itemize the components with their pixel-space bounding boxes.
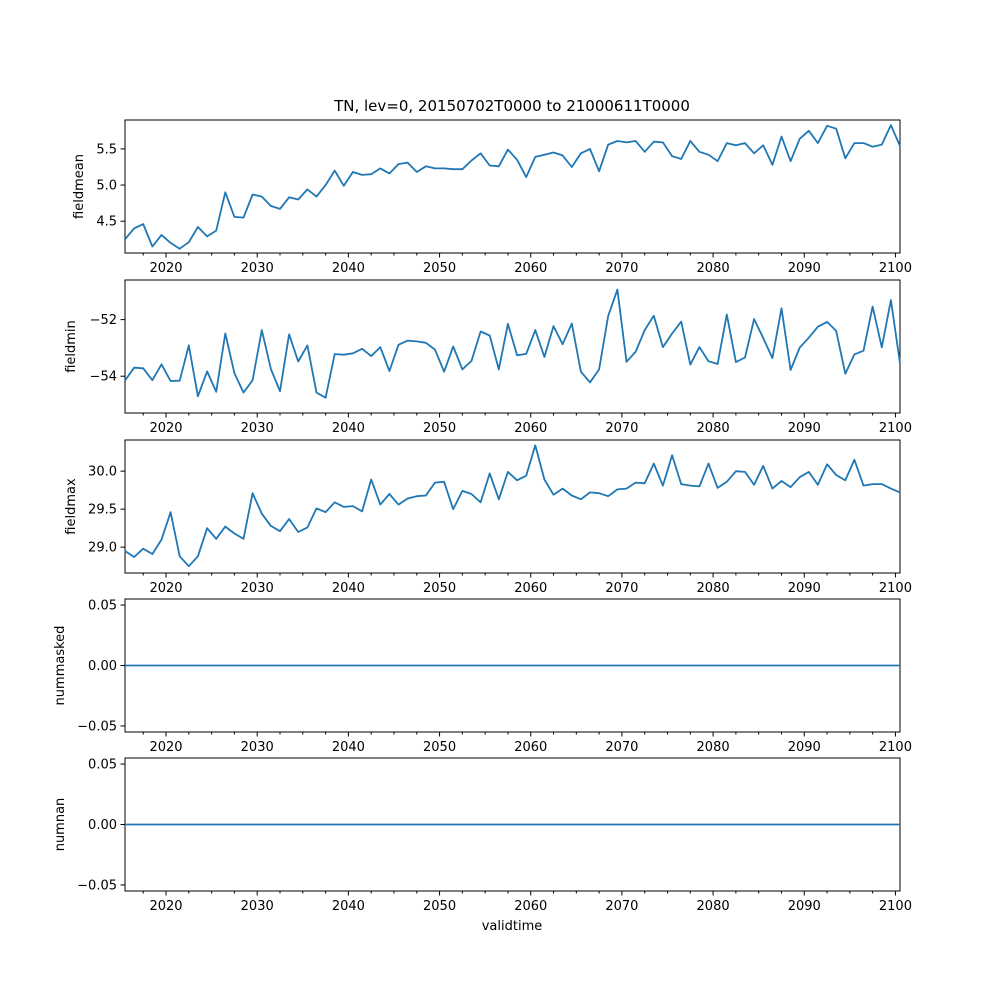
x-tick-label: 2080 bbox=[697, 421, 730, 436]
x-tick-label: 2020 bbox=[149, 421, 182, 436]
x-tick-label: 2100 bbox=[879, 899, 912, 914]
y-tick-label: 5.0 bbox=[96, 179, 117, 194]
y-axis-title: fieldmax bbox=[64, 478, 79, 535]
chart-title: TN, lev=0, 20150702T0000 to 21000611T000… bbox=[333, 97, 690, 115]
fieldmin-series-line bbox=[124, 288, 901, 399]
x-tick-label: 2080 bbox=[697, 740, 730, 755]
x-tick-label: 2050 bbox=[423, 740, 456, 755]
x-tick-label: 2100 bbox=[879, 421, 912, 436]
x-axis-title: validtime bbox=[482, 919, 543, 934]
y-tick-label: 4.5 bbox=[96, 215, 117, 230]
x-tick-label: 2080 bbox=[697, 581, 730, 596]
panel-numnan: 2020 2030 2040 2050 2060 2070 2080 2090 2100 −0.0… bbox=[53, 757, 912, 914]
x-tick-label: 2060 bbox=[514, 740, 547, 755]
fieldmax-series-line bbox=[124, 444, 901, 568]
x-tick-label: 2080 bbox=[697, 261, 730, 276]
x-tick-label: 2030 bbox=[241, 421, 274, 436]
y-tick-label: 0.00 bbox=[88, 659, 117, 674]
x-tick-label: 2090 bbox=[788, 421, 821, 436]
x-tick-label: 2030 bbox=[241, 581, 274, 596]
x-tick-label: 2060 bbox=[514, 421, 547, 436]
x-tick-label: 2060 bbox=[514, 581, 547, 596]
y-axis-title: numnan bbox=[53, 798, 68, 852]
panel-fieldmax: 2020 2030 2040 2050 2060 2070 2080 2090 2100 29.0… bbox=[64, 439, 912, 596]
x-tick-label: 2020 bbox=[149, 899, 182, 914]
x-tick-label: 2090 bbox=[788, 581, 821, 596]
axes-frame bbox=[124, 439, 901, 574]
x-tick-label: 2070 bbox=[605, 899, 638, 914]
y-tick-label: 0.00 bbox=[88, 818, 117, 833]
fieldmean-series-line bbox=[124, 124, 901, 250]
y-tick-label: −0.05 bbox=[77, 719, 117, 734]
panel-fieldmean: 2020 2030 2040 2050 2060 2070 2080 2090 2100 4.5 5… bbox=[72, 119, 912, 276]
x-tick-label: 2020 bbox=[149, 581, 182, 596]
y-tick-label: 0.05 bbox=[88, 758, 117, 773]
x-tick-label: 2040 bbox=[332, 581, 365, 596]
x-tick-label: 2020 bbox=[149, 740, 182, 755]
x-tick-label: 2100 bbox=[879, 581, 912, 596]
x-tick-label: 2090 bbox=[788, 899, 821, 914]
x-tick-label: 2050 bbox=[423, 421, 456, 436]
x-tick-label: 2020 bbox=[149, 261, 182, 276]
x-tick-label: 2040 bbox=[332, 740, 365, 755]
y-tick-label: 29.0 bbox=[88, 541, 117, 556]
y-axis-title: fieldmean bbox=[72, 154, 87, 219]
x-tick-label: 2030 bbox=[241, 261, 274, 276]
x-tick-label: 2030 bbox=[241, 899, 274, 914]
x-tick-label: 2040 bbox=[332, 421, 365, 436]
y-axis-title: nummasked bbox=[53, 626, 68, 706]
y-tick-label: 0.05 bbox=[88, 599, 117, 614]
x-tick-label: 2050 bbox=[423, 261, 456, 276]
x-tick-label: 2040 bbox=[332, 261, 365, 276]
x-tick-label: 2100 bbox=[879, 261, 912, 276]
x-tick-label: 2050 bbox=[423, 899, 456, 914]
x-tick-label: 2070 bbox=[605, 740, 638, 755]
x-tick-label: 2040 bbox=[332, 899, 365, 914]
y-tick-label: 30.0 bbox=[88, 465, 117, 480]
y-tick-label: −52 bbox=[90, 313, 117, 328]
x-tick-label: 2090 bbox=[788, 740, 821, 755]
x-tick-label: 2070 bbox=[605, 421, 638, 436]
y-axis-title: fieldmin bbox=[64, 320, 79, 373]
x-tick-label: 2070 bbox=[605, 261, 638, 276]
x-tick-label: 2030 bbox=[241, 740, 274, 755]
axes-frame bbox=[124, 279, 901, 414]
x-tick-label: 2090 bbox=[788, 261, 821, 276]
y-tick-label: 29.5 bbox=[88, 503, 117, 518]
panel-nummasked: 2020 2030 2040 2050 2060 2070 2080 2090 2100 −0.0… bbox=[53, 598, 912, 755]
y-tick-label: −0.05 bbox=[77, 878, 117, 893]
axes-frame bbox=[124, 119, 901, 254]
x-tick-label: 2060 bbox=[514, 899, 547, 914]
x-tick-label: 2070 bbox=[605, 581, 638, 596]
x-tick-label: 2050 bbox=[423, 581, 456, 596]
panels-group: 2020 2030 2040 2050 2060 2070 2080 2090 2100 4.5 5… bbox=[53, 119, 912, 914]
x-tick-label: 2100 bbox=[879, 740, 912, 755]
y-tick-label: −54 bbox=[90, 370, 117, 385]
panel-fieldmin: 2020 2030 2040 2050 2060 2070 2080 2090 2100 −54 −… bbox=[64, 279, 912, 436]
x-tick-label: 2080 bbox=[697, 899, 730, 914]
y-tick-label: 5.5 bbox=[96, 142, 117, 157]
x-tick-label: 2060 bbox=[514, 261, 547, 276]
